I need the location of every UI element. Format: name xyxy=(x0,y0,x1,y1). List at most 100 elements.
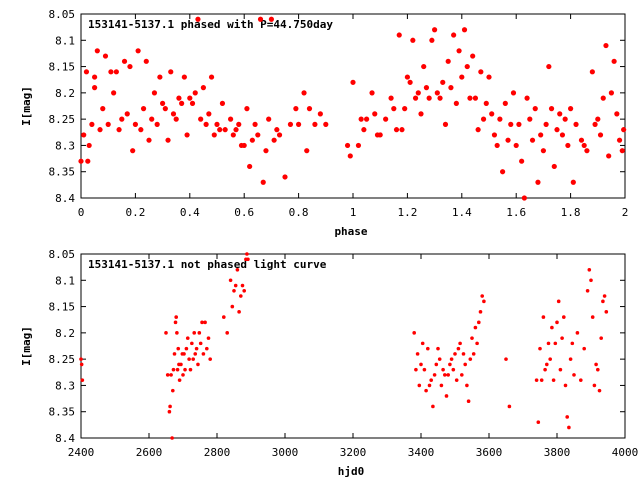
data-point xyxy=(176,95,182,101)
data-point xyxy=(79,362,84,367)
y-tick-label: 8.2 xyxy=(55,87,75,100)
data-point xyxy=(497,116,503,122)
data-point xyxy=(190,341,194,346)
data-point xyxy=(168,404,172,409)
data-point xyxy=(206,336,211,340)
data-point xyxy=(154,121,160,127)
data-point xyxy=(429,37,435,43)
data-point xyxy=(287,121,294,127)
data-point xyxy=(151,90,158,96)
data-point xyxy=(132,121,138,127)
data-point xyxy=(282,174,288,180)
data-point xyxy=(78,158,84,164)
data-point xyxy=(470,336,474,340)
data-point xyxy=(412,331,417,335)
data-point xyxy=(440,79,446,85)
data-point xyxy=(108,69,114,75)
data-point xyxy=(551,163,557,170)
data-points xyxy=(79,252,609,440)
data-point xyxy=(233,127,239,133)
x-tick-label: 1.8 xyxy=(561,206,581,219)
data-point xyxy=(536,420,541,425)
data-point xyxy=(545,362,549,367)
data-point xyxy=(567,425,571,430)
y-tick-label: 8.05 xyxy=(49,248,76,261)
data-point xyxy=(113,69,119,75)
data-point xyxy=(555,320,559,325)
data-point xyxy=(412,95,419,101)
data-point xyxy=(434,90,440,96)
data-point xyxy=(201,352,206,356)
data-point xyxy=(197,331,202,335)
data-point xyxy=(529,137,536,143)
data-point xyxy=(534,378,539,382)
data-point xyxy=(453,352,457,356)
data-point xyxy=(494,142,500,149)
data-point xyxy=(431,404,435,409)
data-point xyxy=(168,69,174,75)
data-point xyxy=(89,121,95,127)
data-point xyxy=(304,148,310,154)
y-tick-label: 8.35 xyxy=(49,166,76,179)
data-point xyxy=(174,315,178,319)
data-point xyxy=(203,320,207,325)
y-tick-label: 8.4 xyxy=(55,192,75,205)
data-point xyxy=(200,85,206,91)
x-tick-label: 0 xyxy=(78,206,85,219)
data-point xyxy=(274,127,280,133)
data-point xyxy=(422,367,427,372)
data-point xyxy=(459,74,465,80)
data-point xyxy=(539,378,544,382)
data-point xyxy=(442,121,449,127)
data-point xyxy=(565,415,569,419)
data-point xyxy=(472,95,478,101)
data-point xyxy=(460,373,464,377)
data-point xyxy=(420,341,425,346)
data-point xyxy=(468,357,473,361)
data-point xyxy=(441,367,445,372)
data-point xyxy=(418,111,424,117)
data-point xyxy=(513,142,519,149)
x-tick-label: 1.6 xyxy=(506,206,526,219)
data-point xyxy=(553,341,558,346)
data-point xyxy=(237,310,241,314)
data-point xyxy=(175,367,180,372)
data-point xyxy=(480,294,485,298)
data-point xyxy=(192,90,198,96)
data-point xyxy=(222,315,226,319)
data-point xyxy=(434,362,439,367)
data-point xyxy=(599,336,603,340)
data-point xyxy=(548,357,552,361)
data-point xyxy=(519,158,525,164)
y-tick-label: 8.35 xyxy=(49,406,76,419)
data-point xyxy=(600,95,606,101)
data-point xyxy=(198,116,204,122)
data-point xyxy=(410,37,416,43)
data-point xyxy=(296,121,302,127)
data-point xyxy=(505,137,511,143)
y-tick-label: 8.25 xyxy=(49,113,76,126)
data-point xyxy=(527,116,533,122)
data-point xyxy=(92,74,98,80)
data-point xyxy=(100,106,106,112)
x-axis-label: phase xyxy=(334,225,367,238)
data-point xyxy=(198,341,203,346)
data-point xyxy=(551,378,556,382)
data-point xyxy=(581,142,587,149)
data-point xyxy=(601,299,605,304)
data-point xyxy=(228,278,233,283)
data-point xyxy=(171,367,176,372)
x-tick-label: 3200 xyxy=(340,446,367,459)
data-point xyxy=(535,179,541,185)
data-point xyxy=(524,95,530,101)
data-point xyxy=(323,121,329,127)
data-point xyxy=(560,336,564,340)
data-point xyxy=(540,148,547,154)
data-point xyxy=(239,294,243,298)
data-point xyxy=(423,85,430,91)
data-point xyxy=(86,142,92,149)
data-point xyxy=(570,179,576,185)
data-point xyxy=(415,352,420,356)
data-point xyxy=(358,116,364,122)
data-point xyxy=(619,148,625,154)
